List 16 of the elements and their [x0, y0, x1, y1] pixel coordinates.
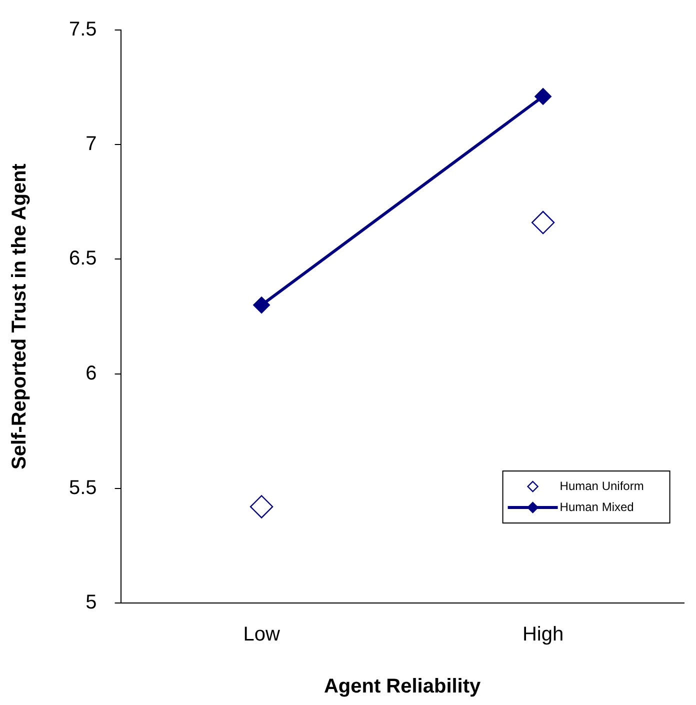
y-tick-label: 7: [86, 133, 97, 156]
point: [250, 495, 274, 518]
point: [253, 296, 270, 314]
point: [534, 88, 552, 105]
y-axis-title: Self-Reported Trust in the Agent: [8, 163, 31, 470]
y-tick-label: 7.5: [68, 18, 97, 41]
y-tick-label: 6: [86, 362, 97, 384]
legend-label: Human Uniform: [560, 478, 644, 493]
x-axis-title: Agent Reliability: [324, 676, 482, 698]
x-tick-label: High: [522, 624, 564, 646]
point: [531, 210, 555, 234]
legend-label: Human Mixed: [560, 500, 634, 514]
y-tick-label: 6.5: [68, 248, 97, 270]
x-tick-label: Low: [243, 624, 280, 646]
y-tick-label: 5: [86, 592, 97, 614]
y-tick-label: 5.5: [68, 476, 97, 499]
